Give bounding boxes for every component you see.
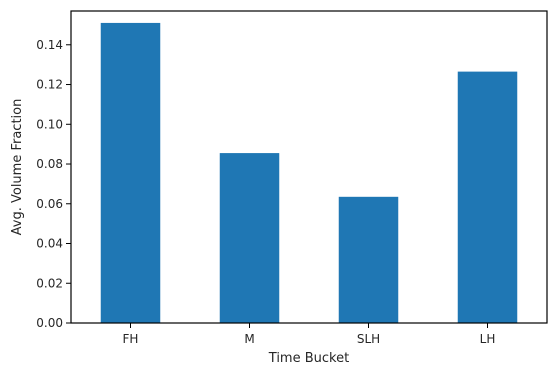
y-axis: 0.00 0.02 0.04 0.06 0.08 0.10 0.12 0.14 [36, 38, 71, 330]
x-tick-label: LH [480, 332, 496, 346]
y-tick-label: 0.02 [36, 276, 63, 290]
y-tick-label: 0.10 [36, 117, 63, 131]
x-axis: FH M SLH LH [123, 323, 496, 346]
x-tick-label: M [244, 332, 254, 346]
bar-slh [338, 196, 399, 323]
y-tick-label: 0.06 [36, 197, 63, 211]
x-axis-title: Time Bucket [268, 351, 349, 366]
y-tick-label: 0.14 [36, 38, 63, 52]
y-tick-label: 0.12 [36, 78, 63, 92]
bar-lh [457, 71, 518, 323]
x-tick-label: FH [123, 332, 139, 346]
y-axis-title: Avg. Volume Fraction [10, 99, 25, 236]
bars-group [100, 22, 518, 324]
plot-frame [70, 10, 548, 324]
y-tick-label: 0.04 [36, 237, 63, 251]
bar-fh [100, 22, 161, 324]
y-tick-label: 0.00 [36, 316, 63, 330]
y-tick-label: 0.08 [36, 157, 63, 171]
bar-m [219, 153, 280, 323]
x-tick-label: SLH [357, 332, 380, 346]
